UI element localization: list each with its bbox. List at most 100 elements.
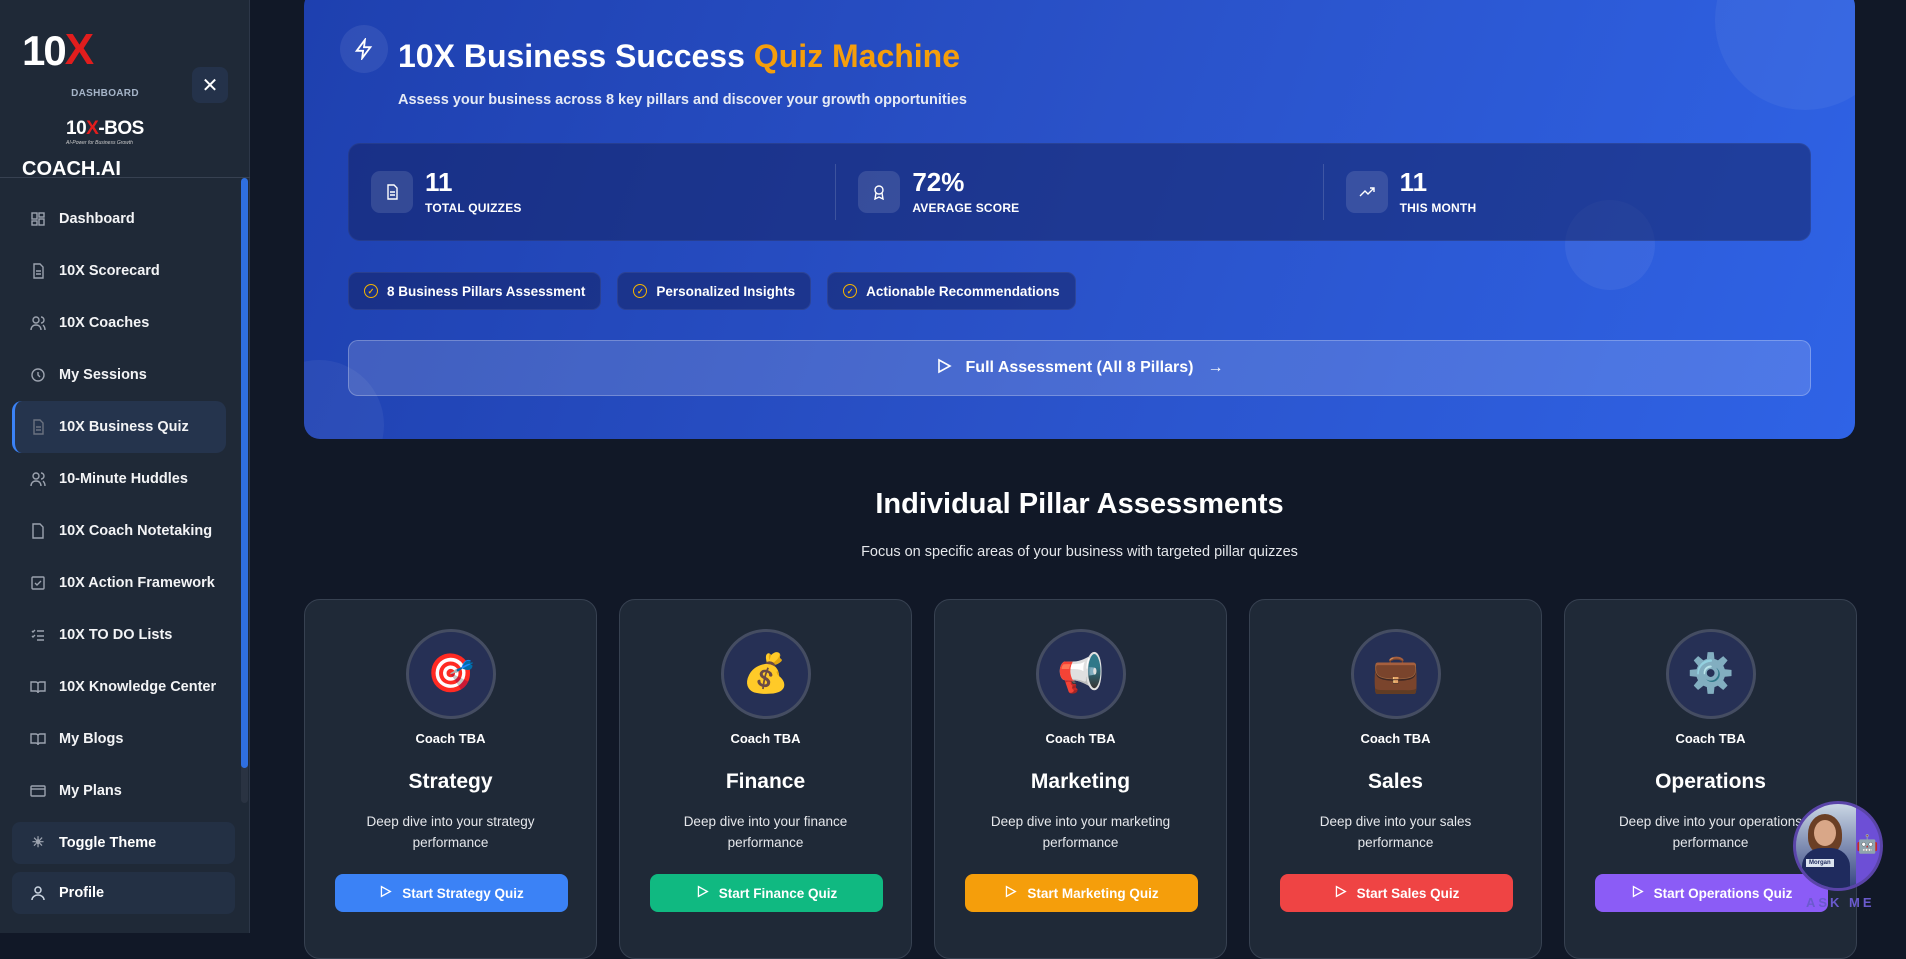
play-icon — [1004, 885, 1018, 901]
sidebar-item-10x-action-framework[interactable]: 10X Action Framework — [12, 557, 226, 609]
toggle-theme-button[interactable]: ☀ Toggle Theme — [12, 822, 235, 864]
coach-name: Coach TBA — [1675, 731, 1746, 746]
start-marketing-quiz-button[interactable]: Start Marketing Quiz — [965, 874, 1198, 912]
pillar-card-operations: ⚙️ Coach TBA Operations Deep dive into your… — [1564, 599, 1857, 959]
play-icon — [936, 358, 952, 379]
sidebar-item-label: 10-Minute Huddles — [59, 471, 188, 487]
sidebar-item-my-plans[interactable]: My Plans — [12, 765, 226, 817]
button-label: Start Strategy Quiz — [402, 885, 524, 901]
stat-total-quizzes: 11 TOTAL QUIZZES — [349, 164, 837, 220]
sidebar-item-10x-knowledge-center[interactable]: 10X Knowledge Center — [12, 661, 226, 713]
ask-me-assistant-button[interactable]: Morgan 🤖 — [1793, 801, 1883, 891]
sidebar-item-my-blogs[interactable]: My Blogs — [12, 713, 226, 765]
sidebar-item-10x-business-quiz[interactable]: 10X Business Quiz — [12, 401, 226, 453]
operations-icon: ⚙️ — [1666, 629, 1756, 719]
chip-label: 8 Business Pillars Assessment — [387, 283, 586, 299]
assistant-name: Morgan — [1806, 859, 1834, 867]
book-icon — [29, 678, 47, 696]
list-icon — [29, 626, 47, 644]
sidebar-item-label: My Plans — [59, 783, 122, 799]
close-icon: ✕ — [201, 74, 219, 97]
stat-label: THIS MONTH — [1399, 201, 1477, 215]
start-operations-quiz-button[interactable]: Start Operations Quiz — [1595, 874, 1828, 912]
document-icon — [29, 418, 47, 436]
card-icon — [29, 782, 47, 800]
pillar-card-sales: 💼 Coach TBA Sales Deep dive into your sales… — [1249, 599, 1542, 959]
check-circle-icon: ✓ — [633, 284, 648, 298]
sidebar-item-label: My Blogs — [59, 731, 124, 747]
arrow-right-icon: → — [1207, 359, 1224, 376]
logo-part: COACH.AI — [22, 158, 121, 180]
sidebar-item-label: 10X Scorecard — [59, 263, 160, 279]
sidebar-item-dashboard[interactable]: Dashboard — [12, 193, 226, 245]
stat-label: TOTAL QUIZZES — [425, 201, 522, 215]
toggle-theme-label: Toggle Theme — [59, 835, 157, 851]
sidebar-nav: Dashboard 10X Scorecard 10X Coaches My Sess… — [12, 193, 226, 817]
sidebar-item-10x-scorecard[interactable]: 10X Scorecard — [12, 245, 226, 297]
sidebar-item-my-sessions[interactable]: My Sessions — [12, 349, 226, 401]
start-finance-quiz-button[interactable]: Start Finance Quiz — [650, 874, 883, 912]
profile-label: Profile — [59, 885, 105, 901]
robot-icon: 🤖 — [1856, 834, 1879, 854]
check-circle-icon: ✓ — [843, 284, 858, 298]
pillar-title: Marketing — [1030, 770, 1131, 793]
logo-tagline: AI-Power for Business Growth — [66, 140, 133, 146]
sidebar-item-10-minute-huddles[interactable]: 10-Minute Huddles — [12, 453, 226, 505]
pillar-title: Finance — [725, 770, 806, 793]
section-title: Individual Pillar Assessments — [875, 488, 1284, 520]
sidebar-item-label: 10X Coach Notetaking — [59, 523, 213, 539]
document-icon — [29, 262, 47, 280]
coach-name: Coach TBA — [1360, 731, 1431, 746]
pillar-description: Deep dive into your operations performan… — [1618, 814, 1803, 850]
sidebar-item-10x-coaches[interactable]: 10X Coaches — [12, 297, 226, 349]
users-icon — [29, 314, 47, 332]
coach-name: Coach TBA — [1045, 731, 1116, 746]
chip-label: Actionable Recommendations — [866, 283, 1060, 299]
play-icon — [1334, 885, 1347, 901]
stat-value: 11 — [1399, 167, 1428, 197]
section-subtitle: Focus on specific areas of your business… — [861, 544, 1298, 560]
pillar-title: Strategy — [408, 770, 493, 793]
note-icon — [29, 522, 47, 540]
section-label: DASHBOARD — [71, 88, 139, 99]
logo-part: 10 — [22, 27, 67, 74]
full-assessment-label: Full Assessment (All 8 Pillars) — [965, 359, 1194, 376]
sidebar-item-label: 10X TO DO Lists — [59, 627, 173, 643]
pillar-card-marketing: 📢 Coach TBA Marketing Deep dive into your m… — [934, 599, 1227, 959]
profile-button[interactable]: Profile — [12, 872, 235, 914]
strategy-icon: 🎯 — [406, 629, 496, 719]
checkbox-icon — [29, 574, 47, 592]
history-icon — [29, 366, 47, 384]
button-label: Start Finance Quiz — [718, 885, 838, 901]
sun-icon: ☀ — [31, 835, 45, 851]
close-sidebar-button[interactable]: ✕ — [192, 67, 228, 103]
stat-value: 72% — [912, 167, 965, 197]
scrollbar-thumb[interactable] — [241, 178, 248, 768]
start-sales-quiz-button[interactable]: Start Sales Quiz — [1280, 874, 1513, 912]
dashboard-icon — [29, 210, 47, 228]
stat-value: 11 — [425, 167, 453, 197]
trending-up-icon — [1345, 171, 1388, 213]
logo-10xcoach[interactable]: 10 X COACH.AI — [22, 25, 121, 180]
feature-chip: ✓ Personalized Insights — [617, 272, 812, 310]
full-assessment-button[interactable]: Full Assessment (All 8 Pillars) → — [348, 340, 1811, 396]
pillar-cards: 🎯 Coach TBA Strategy Deep dive into your st… — [304, 599, 1857, 959]
logo-part: X — [64, 25, 95, 74]
user-icon — [29, 884, 47, 902]
sales-icon: 💼 — [1351, 629, 1441, 719]
marketing-icon: 📢 — [1036, 629, 1126, 719]
finance-icon: 💰 — [721, 629, 811, 719]
sidebar-item-10x-coach-notetaking[interactable]: 10X Coach Notetaking — [12, 505, 226, 557]
chip-label: Personalized Insights — [656, 283, 796, 299]
pillar-title: Operations — [1655, 770, 1766, 793]
pillar-description: Deep dive into your sales performance — [1319, 814, 1472, 850]
sidebar-item-label: 10X Business Quiz — [59, 419, 189, 435]
document-icon — [371, 171, 413, 213]
button-label: Start Sales Quiz — [1356, 885, 1460, 901]
pillar-description: Deep dive into your strategy performance — [366, 814, 535, 850]
hero-banner: 10X Business Success Quiz Machine Assess… — [304, 0, 1855, 439]
sidebar-item-10x-to-do-lists[interactable]: 10X TO DO Lists — [12, 609, 226, 661]
award-icon — [858, 171, 901, 213]
coach-name: Coach TBA — [415, 731, 486, 746]
start-strategy-quiz-button[interactable]: Start Strategy Quiz — [335, 874, 568, 912]
